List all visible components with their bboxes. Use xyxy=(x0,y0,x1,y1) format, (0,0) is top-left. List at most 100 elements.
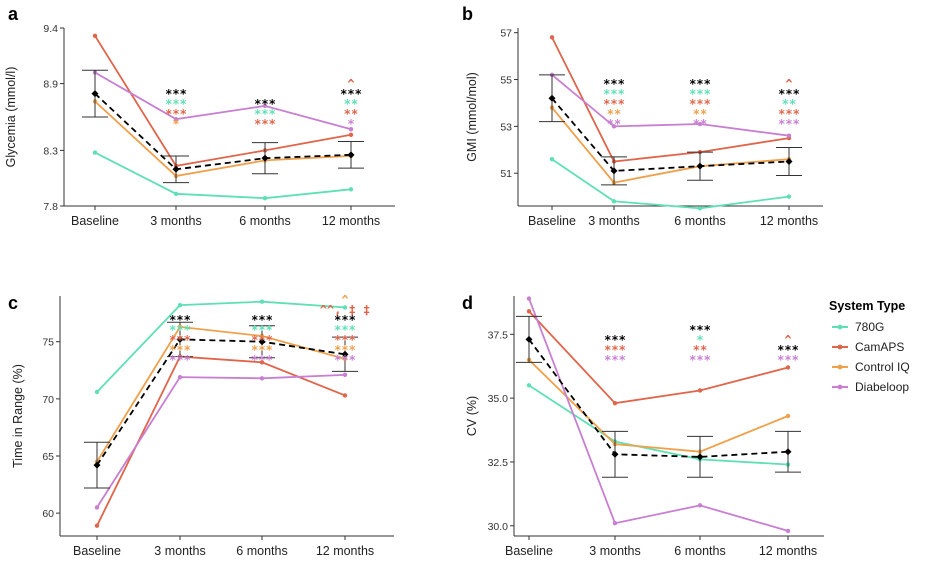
data-point-diabeloop xyxy=(786,133,792,138)
x-tick-label: 3 months xyxy=(588,214,639,228)
mean-point xyxy=(784,448,792,456)
legend-label: Control IQ xyxy=(855,360,910,374)
data-point-camaps xyxy=(612,401,618,406)
mean-line xyxy=(96,338,346,466)
significance-marker: ^^, ‡ ‡ xyxy=(320,303,371,317)
data-point-780g xyxy=(262,196,268,201)
significance-marker: *** xyxy=(689,353,711,367)
legend-swatch-point xyxy=(837,324,843,330)
data-point-diabeloop xyxy=(259,376,265,381)
legend-swatch-point xyxy=(837,364,843,370)
significance-marker: *** xyxy=(689,323,711,337)
series-line-780g xyxy=(551,158,790,210)
x-tick-label: 12 months xyxy=(760,214,818,228)
y-tick-label: 53 xyxy=(500,121,512,133)
data-point-diabeloop xyxy=(342,372,348,378)
panel-letter: a xyxy=(8,4,19,24)
data-point-camaps xyxy=(94,523,100,528)
data-point-780g xyxy=(259,299,265,304)
data-point-camaps xyxy=(92,33,98,38)
legend-title: System Type xyxy=(829,299,905,313)
data-point-diabeloop xyxy=(611,124,617,129)
mean-point xyxy=(91,90,99,98)
significance-marker: *** xyxy=(334,323,356,337)
significance-marker: * xyxy=(696,333,703,347)
significance-marker: ** xyxy=(693,117,707,131)
data-point-780g xyxy=(348,187,354,192)
x-tick-label: 12 months xyxy=(322,214,380,228)
series-line-diabeloop xyxy=(551,74,790,137)
significance-marker: ** xyxy=(344,97,358,111)
significance-marker: *** xyxy=(254,117,276,131)
legend-swatch-point xyxy=(837,384,843,390)
significance-marker: *** xyxy=(689,87,711,101)
data-point-camaps xyxy=(348,132,354,137)
y-tick-label: 60 xyxy=(42,508,54,520)
data-point-diabeloop xyxy=(697,503,703,508)
data-point-780g xyxy=(92,150,98,155)
significance-marker: *** xyxy=(334,313,356,327)
series-line-780g xyxy=(96,300,346,393)
x-tick-label: 3 months xyxy=(589,544,640,558)
data-point-diabeloop xyxy=(177,374,183,380)
series-line-control-iq xyxy=(94,100,352,177)
significance-marker: *** xyxy=(778,117,800,131)
panel-letter: d xyxy=(462,293,473,313)
significance-marker: *** xyxy=(254,107,276,121)
significance-marker: *** xyxy=(689,97,711,111)
series-line-camaps xyxy=(528,310,789,405)
significance-marker: ** xyxy=(607,117,621,131)
significance-marker: *** xyxy=(334,333,356,347)
significance-marker: * xyxy=(172,117,179,131)
data-point-diabeloop xyxy=(612,521,618,526)
mean-line xyxy=(94,92,352,171)
x-tick-label: Baseline xyxy=(528,214,576,228)
significance-marker: *** xyxy=(254,97,276,111)
data-point-camaps xyxy=(526,309,532,314)
significance-marker: *** xyxy=(604,343,626,357)
significance-marker: *** xyxy=(778,87,800,101)
significance-marker: *** xyxy=(334,343,356,357)
significance-marker: *** xyxy=(165,107,187,121)
significance-marker: *** xyxy=(169,343,191,357)
significance-marker: ^ xyxy=(785,77,792,91)
legend-swatch-point xyxy=(837,344,843,350)
series-line-diabeloop xyxy=(94,71,352,131)
y-tick-label: 55 xyxy=(500,75,512,87)
significance-marker: *** xyxy=(689,77,711,91)
y-axis-title: Glycemia (mmol/l) xyxy=(4,67,18,168)
data-point-diabeloop xyxy=(526,296,532,301)
series-line-diabeloop xyxy=(528,298,789,532)
panel-letter: c xyxy=(8,293,18,313)
mean-point xyxy=(341,350,349,358)
data-point-camaps xyxy=(697,388,703,393)
x-tick-label: 3 months xyxy=(150,214,201,228)
data-point-diabeloop xyxy=(785,528,791,534)
mean-point xyxy=(610,167,618,175)
significance-marker: *** xyxy=(603,77,625,91)
mean-point xyxy=(261,154,269,162)
x-tick-label: 6 months xyxy=(674,544,725,558)
significance-marker: ** xyxy=(693,343,707,357)
significance-marker: ^ xyxy=(341,293,348,307)
x-tick-label: 6 months xyxy=(236,544,287,558)
data-point-780g xyxy=(697,206,703,211)
data-point-780g xyxy=(549,156,555,162)
significance-marker: *** xyxy=(777,343,799,357)
significance-marker: *** xyxy=(165,97,187,111)
data-point-camaps xyxy=(342,393,348,398)
y-tick-label: 57 xyxy=(500,28,512,40)
significance-marker: ** xyxy=(344,107,358,121)
x-tick-label: 6 months xyxy=(239,214,290,228)
data-point-780g xyxy=(94,389,100,395)
significance-marker: *** xyxy=(251,323,273,337)
data-point-diabeloop xyxy=(697,121,703,127)
panel-letter: b xyxy=(462,4,473,24)
x-tick-label: 3 months xyxy=(154,544,205,558)
significance-marker: * xyxy=(347,117,354,131)
y-axis-title: Time in Range (%) xyxy=(11,364,25,468)
legend-label: 780G xyxy=(855,320,884,334)
mean-point xyxy=(611,450,619,458)
series-line-control-iq xyxy=(528,359,789,453)
